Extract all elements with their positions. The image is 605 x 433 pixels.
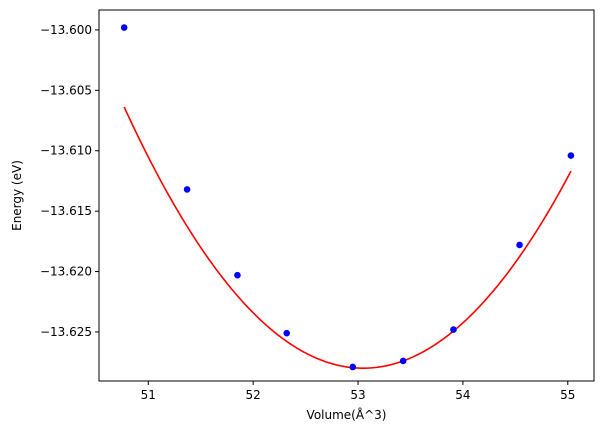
- x-tick-label: 52: [246, 388, 261, 402]
- y-axis: −13.600 −13.605 −13.610 −13.615 −13.620 −13.6…: [40, 23, 99, 339]
- data-point: [349, 363, 357, 371]
- data-point: [516, 241, 523, 249]
- data-point: [450, 326, 457, 333]
- x-tick-label: 54: [455, 388, 470, 402]
- fit-curve: [123, 106, 572, 369]
- x-tick-label: 53: [350, 388, 365, 402]
- y-tick-label: −13.600: [40, 23, 92, 37]
- data-point: [234, 271, 241, 279]
- plot-area: [120, 24, 575, 371]
- x-tick-label: 55: [560, 388, 575, 402]
- y-tick-label: −13.605: [40, 83, 92, 97]
- data-point: [120, 24, 128, 31]
- x-axis-label: Volume(Å^3): [307, 407, 387, 422]
- data-point: [183, 186, 191, 193]
- data-point: [283, 329, 291, 337]
- x-tick-label: 51: [141, 388, 156, 402]
- y-tick-label: −13.610: [40, 144, 92, 158]
- data-point: [567, 152, 575, 159]
- y-tick-label: −13.620: [40, 265, 92, 279]
- data-point: [399, 357, 407, 365]
- y-tick-label: −13.625: [40, 325, 92, 339]
- y-axis-label: Energy (eV): [10, 160, 24, 231]
- axes-frame: [98, 9, 595, 382]
- y-tick-label: −13.615: [40, 204, 92, 218]
- x-axis: 51 52 53 54 55: [141, 381, 575, 402]
